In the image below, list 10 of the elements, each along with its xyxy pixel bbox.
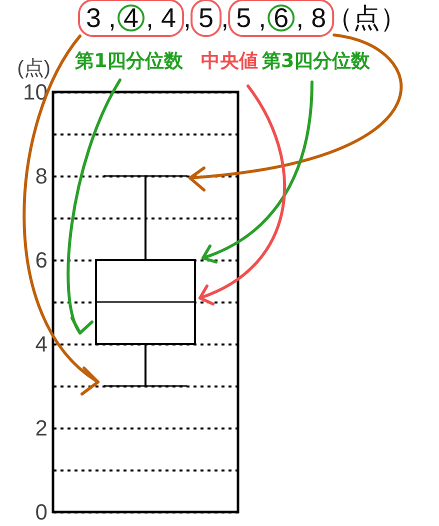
y-tick-label: 2 (35, 416, 48, 440)
text: 中央値 (201, 50, 258, 72)
y-tick-label: 8 (35, 164, 48, 188)
text: 第1四分位数 (75, 50, 184, 72)
text: 第3四分位数 (262, 50, 370, 72)
y-axis-title: (点) (17, 58, 50, 80)
text: 3 , 4 , 4 , 5 , 5 , 6 , 8（点） (86, 3, 408, 33)
y-tick-label: 6 (35, 248, 48, 272)
y-tick-label: 4 (35, 332, 48, 356)
y-tick-label: 0 (35, 500, 48, 524)
